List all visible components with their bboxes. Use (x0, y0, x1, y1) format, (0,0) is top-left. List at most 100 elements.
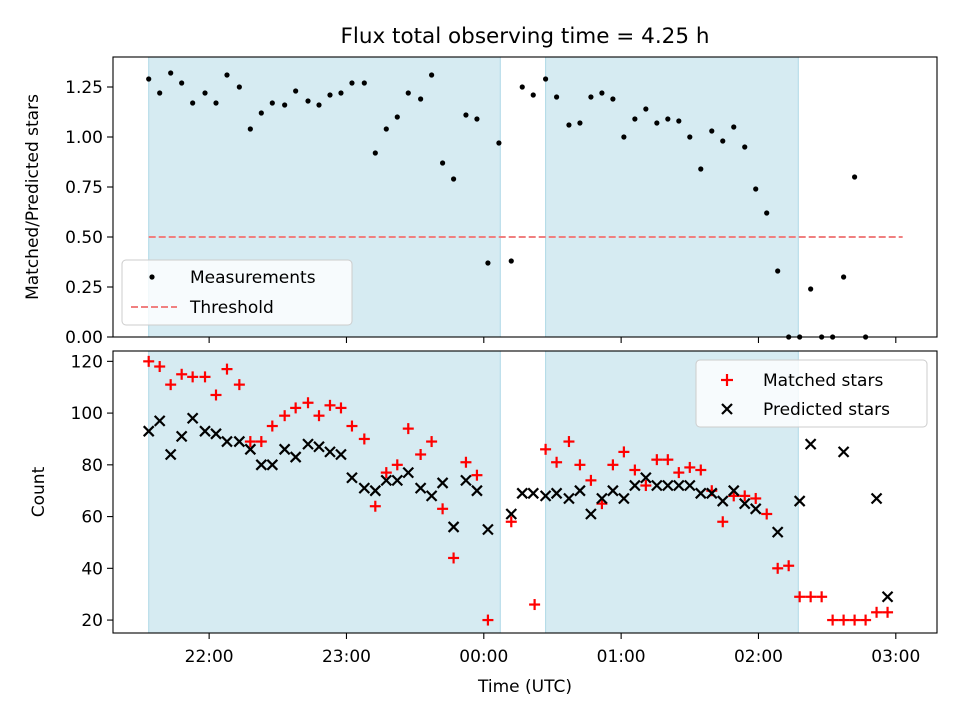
ratio-points (146, 70, 869, 340)
predicted-star-point (870, 492, 883, 505)
ratio-y-ticks: 0.00 0.25 0.50 0.75 1.00 1.25 (65, 78, 113, 348)
measurement-point (405, 90, 411, 96)
matched-star-point (772, 562, 784, 574)
predicted-star-point (793, 495, 806, 507)
measurement-point (338, 90, 344, 96)
predicted-star-point (539, 490, 552, 502)
count-y-tick-label: 60 (81, 508, 103, 528)
predicted-star-point (662, 479, 674, 492)
matched-star-point (358, 433, 370, 445)
legend-measurements-marker (149, 274, 155, 280)
matched-star-point (165, 379, 177, 391)
ratio-y-tick-label: 0.50 (65, 228, 103, 248)
predicted-star-point (482, 523, 494, 536)
predicted-star-point (244, 443, 257, 456)
matched-star-point (529, 599, 541, 611)
predicted-star-point (233, 435, 246, 448)
matched-star-point (651, 454, 663, 466)
matched-star-point (574, 459, 586, 471)
measurement-point (474, 116, 480, 122)
matched-star-point (279, 410, 291, 422)
predicted-star-point (705, 487, 718, 500)
predicted-star-point (881, 591, 894, 603)
x-tick-label: 00:00 (459, 647, 508, 667)
legend-predicted-marker (721, 403, 733, 415)
predicted-star-point (278, 443, 291, 456)
predicted-star-point (527, 487, 540, 500)
predicted-star-point (142, 425, 155, 437)
measurement-point (383, 126, 389, 132)
matched-star-point (505, 516, 517, 528)
measurement-point (463, 112, 469, 118)
measurement-point (621, 134, 627, 140)
predicted-star-point (324, 446, 336, 458)
measurement-point (168, 70, 174, 76)
measurement-point (282, 102, 288, 108)
matched-star-point (221, 363, 233, 375)
count-x-ticks: 22:00 23:00 00:00 01:00 02:00 03:00 (185, 633, 920, 667)
matched-star-point (860, 614, 872, 626)
matched-star-point (302, 397, 314, 409)
predicted-star-point (550, 487, 563, 500)
measurement-point (247, 126, 253, 132)
measurement-point (720, 138, 726, 144)
count-panel: 20 40 60 80 100 120 22:00 23:00 00:00 01:00 02:00… (29, 350, 938, 697)
predicted-star-point (651, 479, 663, 492)
measurement-point (530, 92, 536, 98)
measurement-point (349, 80, 355, 86)
predicted-star-point (447, 521, 460, 533)
measurement-point (577, 120, 583, 126)
figure-title: Flux total observing time = 4.25 h (341, 24, 710, 49)
matched-star-point (871, 606, 883, 618)
matched-star-point (761, 508, 773, 520)
matched-star-point (684, 461, 696, 473)
matched-star-point (471, 469, 483, 481)
predicted-star-point (574, 484, 586, 497)
matched-star-point (313, 410, 325, 422)
matched-star-point (618, 446, 630, 458)
predicted-star-point (199, 425, 211, 437)
measurement-point (236, 84, 242, 90)
predicted-star-point (695, 487, 707, 500)
predicted-star-point (221, 435, 233, 448)
ratio-y-tick-label: 0.75 (65, 178, 103, 198)
measurement-point (361, 80, 367, 86)
predicted-star-point (716, 495, 729, 507)
matched-star-point (391, 459, 403, 471)
count-y-tick-label: 100 (71, 404, 103, 424)
predicted-star-point (164, 448, 177, 461)
measurement-point (190, 100, 196, 106)
predicted-star-point (749, 503, 762, 515)
measurement-point (687, 134, 693, 140)
measurement-point (753, 186, 759, 192)
measurement-point (665, 116, 671, 122)
count-y-tick-label: 40 (81, 559, 103, 579)
measurement-point (327, 92, 333, 98)
ratio-y-tick-label: 0.25 (65, 278, 103, 298)
predicted-star-point (402, 466, 415, 479)
matched-star-point (380, 467, 392, 479)
x-tick-label: 01:00 (597, 647, 646, 667)
measurement-point (543, 76, 549, 82)
measurement-point (742, 144, 748, 150)
count-points (142, 355, 894, 626)
predicted-star-point (289, 451, 302, 463)
predicted-star-point (629, 479, 641, 492)
predicted-star-point (738, 497, 751, 510)
predicted-star-point (460, 474, 472, 487)
measurement-point (852, 174, 858, 180)
matched-star-point (783, 560, 795, 572)
matched-star-point (640, 480, 652, 492)
matched-star-point (154, 361, 166, 373)
legend-predicted-label: Predicted stars (763, 400, 890, 420)
x-tick-label: 22:00 (185, 647, 234, 667)
predicted-star-point (618, 492, 630, 505)
predicted-star-point (335, 448, 347, 461)
predicted-star-point (684, 479, 696, 492)
count-legend: Matched stars Predicted stars (695, 359, 928, 428)
predicted-star-point (346, 471, 358, 484)
measurement-point (305, 98, 311, 104)
measurement-point (316, 102, 322, 108)
measurement-point (676, 118, 682, 124)
measurement-point (764, 210, 770, 216)
